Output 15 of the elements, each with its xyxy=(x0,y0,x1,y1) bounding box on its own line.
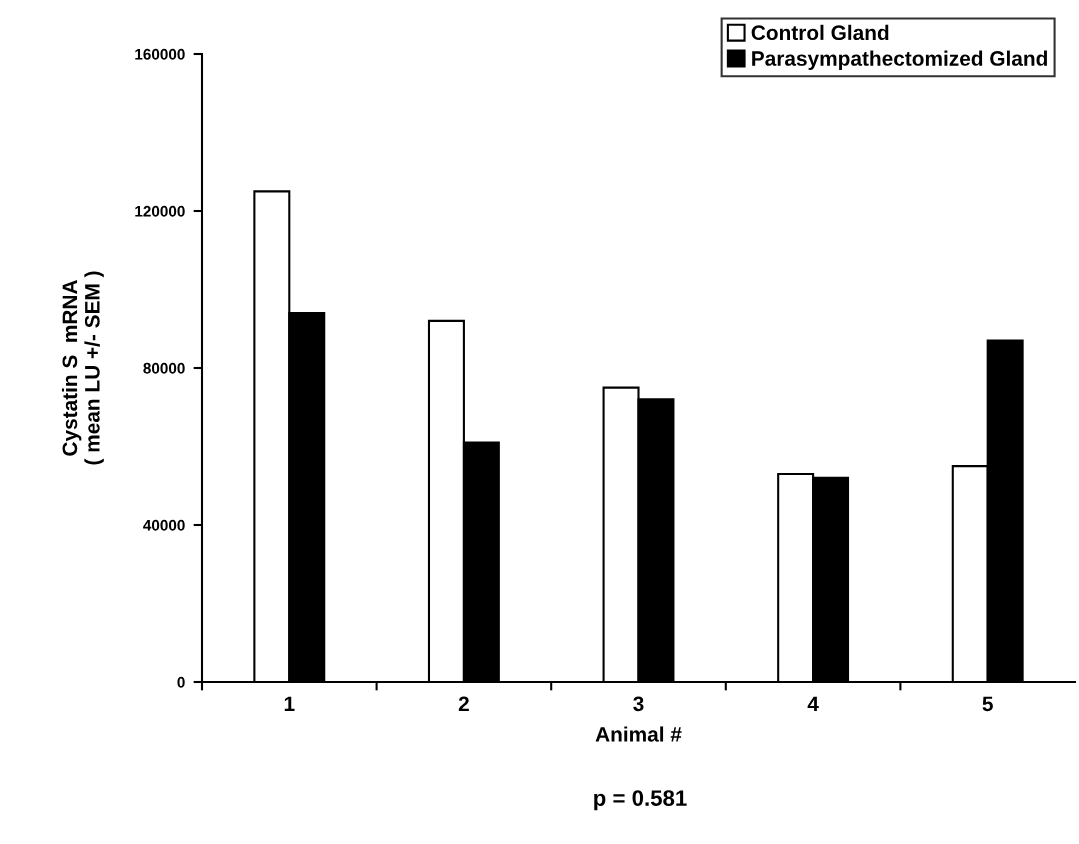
x-tick-label: 3 xyxy=(633,696,644,712)
legend-label: Parasympathectomized Gland xyxy=(752,50,1047,70)
x-tick-label: 5 xyxy=(982,696,993,712)
y-tick-label: 40000 xyxy=(143,519,185,531)
x-tick-label: 1 xyxy=(284,696,295,711)
x-tick-label: 2 xyxy=(458,696,469,711)
y-tick-label: 120000 xyxy=(135,205,185,217)
x-axis-title: Animal # xyxy=(595,726,682,742)
x-tick-label: 4 xyxy=(807,696,819,711)
text: p = 0.581 xyxy=(594,790,687,811)
y-tick-label: 0 xyxy=(177,676,185,688)
y-tick-label: 80000 xyxy=(143,362,185,374)
y-axis-title: Cystatin S mRNA ( mean LU +/- SEM ) xyxy=(61,271,104,465)
y-tick-label: 160000 xyxy=(135,48,185,60)
legend-label: Control Gland xyxy=(751,24,889,41)
